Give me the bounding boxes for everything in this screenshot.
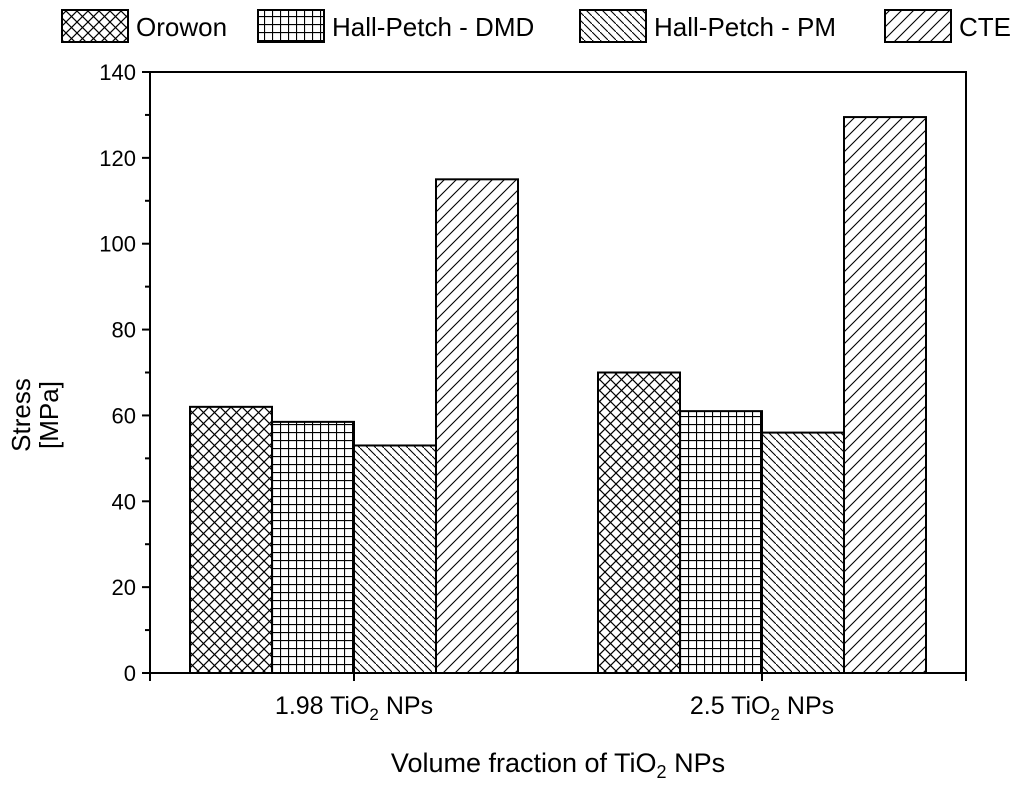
bar-cte-1 — [435, 178, 519, 674]
x-tick-label: 1.98 TiO2 NPs — [275, 692, 433, 724]
bar-orowon-1 — [189, 405, 273, 674]
y-axis: 0 20 40 60 80 100 120 140 — [99, 60, 150, 686]
bar-cte-2 — [843, 116, 927, 674]
legend-label-hall-petch-dmd: Hall-Petch - DMD — [332, 12, 534, 42]
y-tick-label: 140 — [99, 60, 136, 85]
legend-label-hall-petch-pm: Hall-Petch - PM — [654, 12, 836, 42]
bar-hall-petch-dmd-1 — [271, 420, 355, 674]
legend-swatch-orowon — [61, 9, 129, 43]
legend-label-cte: CTE — [959, 12, 1011, 42]
legend: Orowon Hall-Petch - DMD Hall-Petch - PM CTE — [61, 9, 1011, 43]
bar-orowon-2 — [597, 371, 681, 674]
x-axis-title: Volume fraction of TiO2 NPs — [391, 748, 725, 782]
y-axis-label-line2: [MPa] — [34, 381, 64, 449]
y-tick-label: 100 — [99, 232, 136, 257]
bar-hall-petch-pm-2 — [761, 431, 845, 674]
bar-hall-petch-pm-1 — [353, 444, 437, 674]
legend-swatch-cte — [884, 9, 952, 43]
legend-label-orowon: Orowon — [136, 12, 227, 42]
y-axis-label-line1: Stress — [6, 378, 36, 452]
bars — [189, 116, 927, 674]
bar-hall-petch-dmd-2 — [679, 410, 763, 674]
y-tick-label: 40 — [112, 489, 136, 514]
y-tick-label: 0 — [124, 661, 136, 686]
x-axis: 1.98 TiO2 NPs 2.5 TiO2 NPs — [149, 673, 967, 724]
legend-swatch-hall-petch-pm — [579, 9, 647, 43]
x-tick-label: 2.5 TiO2 NPs — [690, 692, 834, 724]
y-tick-label: 20 — [112, 575, 136, 600]
y-tick-label: 60 — [112, 403, 136, 428]
y-tick-label: 80 — [112, 318, 136, 343]
legend-swatch-hall-petch-dmd — [257, 9, 325, 43]
y-tick-label: 120 — [99, 146, 136, 171]
